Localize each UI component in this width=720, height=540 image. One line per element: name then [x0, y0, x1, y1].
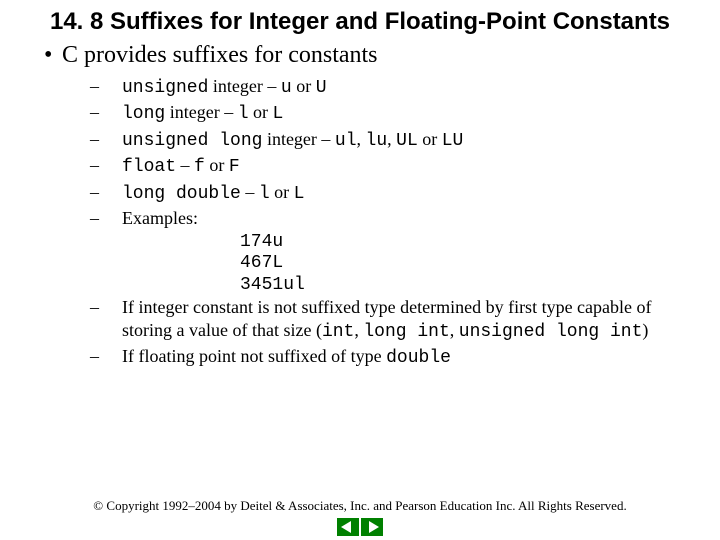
body-text: ,: [357, 129, 366, 149]
dash-icon: –: [106, 181, 122, 204]
code-text: float: [122, 157, 176, 177]
body-text: or: [205, 155, 229, 175]
list-item: –long integer – l or L: [40, 101, 680, 126]
body-text: integer –: [262, 129, 334, 149]
code-text: L: [273, 104, 284, 124]
code-text: ul: [335, 131, 357, 151]
body-text: or: [292, 76, 316, 96]
body-text: If floating point not suffixed of type: [122, 346, 386, 366]
dash-icon: –: [106, 296, 122, 319]
body-text: ,: [450, 320, 459, 340]
body-text: integer –: [165, 102, 237, 122]
dash-icon: –: [106, 207, 122, 230]
bullet-glyph: •: [44, 42, 62, 69]
list-item: –long double – l or L: [40, 181, 680, 206]
body-text: integer –: [208, 76, 280, 96]
dash-icon: –: [106, 75, 122, 98]
next-button[interactable]: [361, 518, 383, 536]
example-code: 174u: [40, 232, 680, 254]
code-text: f: [194, 157, 205, 177]
code-text: unsigned: [122, 78, 208, 98]
body-text: ,: [387, 129, 396, 149]
code-text: unsigned long int: [459, 322, 643, 342]
list-item: –Examples:: [40, 207, 680, 230]
body-text: Examples:: [122, 208, 198, 228]
code-text: l: [238, 104, 249, 124]
dash-icon: –: [106, 154, 122, 177]
body-text: ): [642, 320, 648, 340]
body-text: or: [249, 102, 273, 122]
code-text: int: [322, 322, 354, 342]
code-text: F: [229, 157, 240, 177]
list-item: –If floating point not suffixed of type …: [40, 345, 680, 370]
code-text: UL: [396, 131, 418, 151]
slide-content: 14. 8 Suffixes for Integer and Floating-…: [0, 0, 720, 540]
list-item: –unsigned integer – u or U: [40, 75, 680, 100]
copyright-text: © Copyright 1992–2004 by Deitel & Associ…: [0, 498, 720, 514]
code-text: l: [259, 184, 270, 204]
code-text: lu: [366, 131, 388, 151]
code-text: long double: [122, 184, 241, 204]
code-text: unsigned long: [122, 131, 262, 151]
code-text: L: [294, 184, 305, 204]
prev-button[interactable]: [337, 518, 359, 536]
dash-icon: –: [106, 345, 122, 368]
bullet-level-1: •C provides suffixes for constants: [40, 42, 680, 69]
dash-icon: –: [106, 101, 122, 124]
body-text: or: [418, 129, 442, 149]
body-text: or: [270, 182, 294, 202]
bullet-text: C provides suffixes for constants: [62, 42, 378, 68]
code-text: double: [386, 348, 451, 368]
list-item: –If integer constant is not suffixed typ…: [40, 296, 680, 343]
example-code: 467L: [40, 253, 680, 275]
body-text: –: [176, 155, 194, 175]
code-text: u: [281, 78, 292, 98]
code-text: LU: [442, 131, 464, 151]
body-text: ,: [354, 320, 363, 340]
nav-controls: [0, 518, 720, 536]
code-text: long int: [363, 322, 449, 342]
example-code: 3451ul: [40, 275, 680, 297]
body-text: –: [241, 182, 259, 202]
list-item: –float – f or F: [40, 154, 680, 179]
slide-title: 14. 8 Suffixes for Integer and Floating-…: [40, 8, 680, 36]
list-item: –unsigned long integer – ul, lu, UL or L…: [40, 128, 680, 153]
code-text: long: [122, 104, 165, 124]
code-text: U: [316, 78, 327, 98]
dash-icon: –: [106, 128, 122, 151]
